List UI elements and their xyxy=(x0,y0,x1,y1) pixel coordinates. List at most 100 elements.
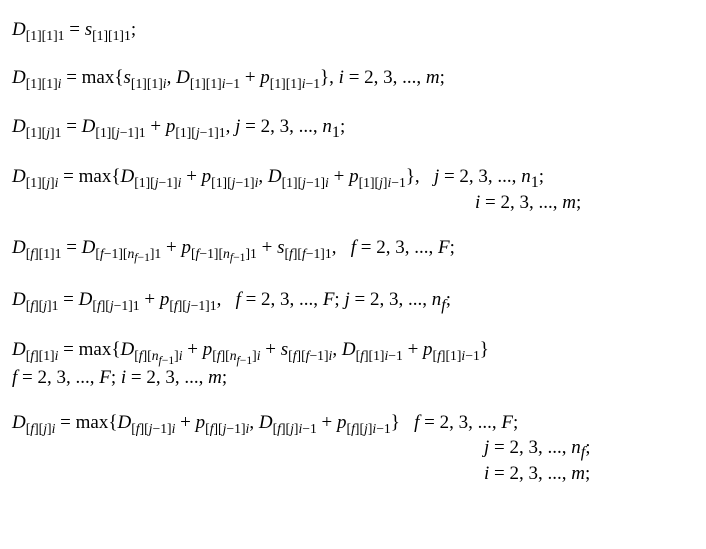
sub: [f][j]i−1 xyxy=(273,421,317,436)
sub: [f][1]i−1 xyxy=(433,348,480,363)
cond-m: m xyxy=(571,463,585,484)
sub-text2: −1]1 xyxy=(120,125,146,140)
sub: [f][f−1]1 xyxy=(284,246,331,261)
var-D: D xyxy=(12,67,26,88)
sub: [f][j−1]i xyxy=(131,421,175,436)
sub-text: [1][1] xyxy=(26,76,58,91)
plus: + xyxy=(181,166,201,187)
sub: [f][j]i−1 xyxy=(347,421,391,436)
close-brace: }, xyxy=(320,67,339,88)
sep: , xyxy=(258,166,268,187)
sub: [f][j−1]i xyxy=(205,421,249,436)
sub: [1][1]i−1 xyxy=(190,76,240,91)
equals: = xyxy=(69,19,84,40)
plus: + xyxy=(140,289,160,310)
sub: [f−1][nf−1]1 xyxy=(95,246,161,261)
var-p: p xyxy=(166,116,176,137)
sub-text2: ]1 xyxy=(50,125,61,140)
sub: [1][1]i xyxy=(26,76,62,91)
sub-i: i xyxy=(58,76,62,91)
equation-6: D[f][j]1 = D[f][j−1]1 + p[f][j−1]1, f = … xyxy=(12,290,694,314)
sub: [1][j−1]i xyxy=(282,175,329,190)
var-p: p xyxy=(349,166,359,187)
sub: [f][1]i xyxy=(26,348,59,363)
sub-text: [1][ xyxy=(175,125,196,140)
sep: , xyxy=(332,237,351,258)
sub-text: [1][ xyxy=(95,125,116,140)
var-D: D xyxy=(259,412,273,433)
sep2: ; xyxy=(334,289,344,310)
var-D: D xyxy=(12,166,26,187)
cond-n: n xyxy=(521,166,531,187)
equation-1: D[1][1]1 = s[1][1]1; xyxy=(12,20,694,42)
terminator: ; xyxy=(585,463,590,484)
equation-5: D[f][1]1 = D[f−1][nf−1]1 + p[f−1][nf−1]1… xyxy=(12,238,694,264)
cond-m: m xyxy=(208,367,222,388)
equals: = xyxy=(61,116,81,137)
op-max: = max{ xyxy=(55,412,117,433)
sep: , xyxy=(217,289,236,310)
plus: + xyxy=(146,116,166,137)
var-D: D xyxy=(12,289,26,310)
sub: [f][1]i−1 xyxy=(356,348,403,363)
sep: , xyxy=(332,339,342,360)
equation-4-row1: D[1][j]i = max{D[1][j−1]i + p[1][j−1]i, … xyxy=(12,167,694,191)
plus: + xyxy=(261,339,281,360)
sub: [1][j−1]i xyxy=(134,175,181,190)
sub: [f][1]1 xyxy=(26,246,62,261)
sub: [f][j−1]1 xyxy=(92,298,139,313)
var-D: D xyxy=(120,339,134,360)
terminator: ; xyxy=(222,367,227,388)
var-p: p xyxy=(202,166,212,187)
equals: = xyxy=(61,237,81,258)
var-p: p xyxy=(181,237,191,258)
var-D: D xyxy=(12,237,26,258)
op-max: = max{ xyxy=(66,67,123,88)
op-max: = max{ xyxy=(58,339,120,360)
sub-minus1: −1 xyxy=(306,76,321,91)
var-D: D xyxy=(12,116,26,137)
sub: [f][j−1]1 xyxy=(169,298,216,313)
var-p: p xyxy=(196,412,206,433)
sep: , xyxy=(249,412,259,433)
close-brace: } xyxy=(391,412,414,433)
var-s: s xyxy=(85,19,92,40)
sub: [f][nf−1]i xyxy=(134,348,182,363)
sub: [1][1]i−1 xyxy=(270,76,320,91)
equation-2-row: D[1][1]i = max{s[1][1]i, D[1][1]i−1 + p[… xyxy=(12,68,694,90)
plus: + xyxy=(175,412,195,433)
cond-rest: = 2, 3, ..., xyxy=(240,116,322,137)
cond-n-sub: 1 xyxy=(531,174,539,191)
sub: [f][f−1]i xyxy=(288,348,332,363)
cond-f-rest: = 2, 3, ..., xyxy=(241,289,323,310)
cond-rest: = 2, 3, ..., xyxy=(439,166,521,187)
sub-minus1: −1 xyxy=(226,76,241,91)
plus: + xyxy=(329,166,349,187)
equation-8-row3: i = 2, 3, ..., m; xyxy=(12,464,694,483)
plus: + xyxy=(317,412,337,433)
cond-rest: = 2, 3, ..., xyxy=(356,237,438,258)
terminator: ; xyxy=(576,192,581,213)
var-D: D xyxy=(268,166,282,187)
equation-8-row1: D[f][j]i = max{D[f][j−1]i + p[f][j−1]i, … xyxy=(12,413,694,435)
sub: [1][1]1 xyxy=(92,28,131,43)
equation-5-row: D[f][1]1 = D[f−1][nf−1]1 + p[f−1][nf−1]1… xyxy=(12,238,694,264)
sub: [1][j]1 xyxy=(26,125,62,140)
cond-n: n xyxy=(322,116,332,137)
sub: [1][1]i xyxy=(131,76,167,91)
cond-m: m xyxy=(426,67,440,88)
sub-text: [1][ xyxy=(26,125,47,140)
var-D: D xyxy=(12,412,26,433)
equation-8-row2: j = 2, 3, ..., nf; xyxy=(12,438,694,462)
var-p: p xyxy=(337,412,347,433)
terminator: ; xyxy=(513,412,518,433)
var-D: D xyxy=(12,339,26,360)
close-brace: } xyxy=(480,339,489,360)
sub: [1][j]i xyxy=(26,175,59,190)
var-D: D xyxy=(120,166,134,187)
sub: [1][j−1]1 xyxy=(95,125,145,140)
var-D: D xyxy=(342,339,356,360)
sub-text: [1][1] xyxy=(270,76,302,91)
var-D: D xyxy=(79,289,93,310)
var-p: p xyxy=(260,67,270,88)
